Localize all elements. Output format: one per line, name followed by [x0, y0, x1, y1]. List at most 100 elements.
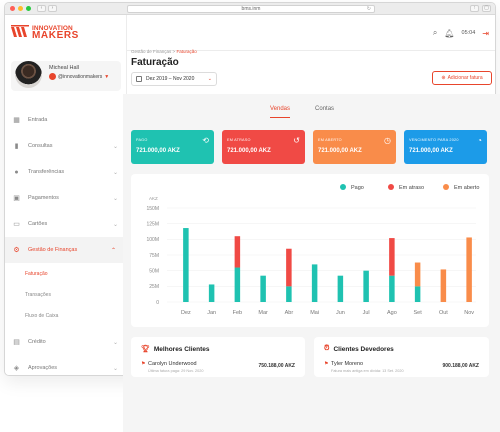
bar-segment [311, 264, 318, 302]
shield-icon: ◈ [13, 364, 20, 372]
logout-icon[interactable]: ⇥ [482, 28, 489, 38]
card-value: 721.000,00 AKZ [227, 148, 271, 154]
bar-segment [208, 284, 215, 302]
sales-bar-chart: Pago Em atraso Em aberto AKZ 150M 125M 100M 75M… [146, 184, 479, 316]
card-value: 721.000,00 AKZ [318, 148, 362, 154]
bar-segment [183, 228, 189, 302]
card-em-aberto[interactable]: EM ABERTO 721.000,00 AKZ ◷ [313, 130, 396, 164]
minimize-window-button[interactable] [18, 6, 23, 11]
brand-logo[interactable]: INNOVATION MAKERS [11, 25, 79, 41]
x-tick-label: Dez [181, 310, 191, 316]
instagram-icon [49, 73, 56, 80]
history-icon: ↺ [293, 136, 300, 145]
bell-icon[interactable]: 🔔︎ [444, 28, 455, 38]
trophy-icon: 🏆︎ [141, 346, 150, 353]
sidebar-item-cartoes[interactable]: ▭ Cartões ⌄ [5, 211, 127, 237]
reload-icon[interactable]: ↻ [366, 6, 371, 12]
back-icon[interactable]: ‹ [37, 5, 46, 12]
flag-icon: ⚑ [324, 361, 329, 367]
bar-segment [286, 248, 292, 287]
y-tick-label: 100M [146, 237, 159, 243]
submenu-item-fluxo-caixa[interactable]: Fluxo de Caixa [5, 305, 127, 326]
submenu-item-label: Faturação [25, 270, 48, 277]
card-pago[interactable]: PAGO 721.000,00 AKZ ⟲ [131, 130, 214, 164]
date-range-select[interactable]: Dez 2019 – Nov 2020 ⌄ [131, 72, 217, 86]
hand-coin-icon: ⟲ [202, 136, 209, 145]
bar-segment [363, 270, 369, 302]
top-bar: ⌕ 🔔︎ 05:04 ⇥ [127, 15, 495, 51]
chevron-down-icon: ⌄ [112, 339, 118, 346]
address-bar[interactable]: bms.inm ↻ [127, 5, 375, 13]
breadcrumb-current: Faturação [176, 49, 197, 54]
grid-icon: ▦ [13, 116, 20, 124]
x-tick-label: Nov [464, 310, 474, 316]
legend-label: Pago [351, 185, 364, 191]
add-invoice-label: Adicionar fatura [447, 75, 483, 81]
bar-segment [389, 275, 395, 302]
y-tick-label: 150M [146, 206, 159, 212]
sidebar-item-gestao-financas[interactable]: ⚙ Gestão de Finanças ⌃ [5, 237, 127, 263]
sidebar-item-credito[interactable]: ▤ Crédito ⌄ [5, 329, 127, 355]
user-name: Micheal Hall [49, 65, 79, 71]
sidebar-item-label: Transferências [28, 169, 65, 175]
list-item[interactable]: ⚑ Tyler Moreno Fatura mais antiga em dív… [324, 361, 481, 375]
credit-icon: ▤ [13, 338, 20, 346]
browser-toolbar: ‹ › bms.inm ↻ ↑ ▢ [5, 3, 495, 15]
tab-bar: Vendas Contas [270, 106, 334, 118]
close-window-button[interactable] [10, 6, 15, 11]
maximize-window-button[interactable] [26, 6, 31, 11]
client-subtitle: Última fatura paga: 29 Nov. 2020 [148, 369, 204, 373]
sidebar-item-transferencias[interactable]: ● Transferências ⌄ [5, 159, 127, 185]
submenu-item-label: Transações [25, 291, 51, 298]
summary-cards: PAGO 721.000,00 AKZ ⟲ EM ATRASO 721.000,… [131, 130, 487, 164]
tab-vendas[interactable]: Vendas [270, 106, 291, 118]
calendar-icon [136, 76, 142, 82]
x-tick-label: Out [439, 310, 448, 316]
chevron-down-icon: ⌄ [112, 365, 118, 372]
card-vencimento[interactable]: VENCIMENTO PARA 2020 721.000,00 AKZ ◔ [404, 130, 487, 164]
submenu-item-faturacao[interactable]: Faturação [5, 263, 127, 284]
add-invoice-button[interactable]: ⊕ Adicionar fatura [432, 71, 492, 85]
tab-contas[interactable]: Contas [315, 106, 335, 112]
sidebar-item-entrada[interactable]: ▦ Entrada [5, 107, 127, 133]
client-amount: 900.188,00 AKZ [442, 363, 479, 369]
x-tick-label: Ago [387, 310, 397, 316]
client-amount: 750.188,00 AKZ [258, 363, 295, 369]
breadcrumb-parent[interactable]: Gestão de Finanças [131, 49, 172, 54]
user-card[interactable]: Micheal Hall @innovationmakers ▼ [11, 61, 121, 91]
sidebar-item-aprovacoes[interactable]: ◈ Aprovações ⌄ [5, 355, 127, 375]
y-tick-label: 25M [149, 284, 159, 290]
bar-segment [337, 275, 344, 302]
bar-segment [234, 267, 241, 302]
bar-segment [389, 238, 395, 276]
sidebar-item-label: Gestão de Finanças [28, 247, 78, 253]
sidebar-item-consultas[interactable]: ▮ Consultas ⌄ [5, 133, 127, 159]
search-icon[interactable]: ⌕ [432, 28, 438, 37]
plus-icon: ⊕ [441, 75, 446, 81]
caret-down-icon[interactable]: ▼ [104, 73, 110, 80]
best-clients-heading: Melhores Clientes [153, 345, 210, 353]
x-tick-label: Jun [336, 310, 345, 316]
sidebar-item-label: Consultas [28, 143, 53, 149]
avatar [15, 61, 42, 88]
info-icon: ● [14, 168, 19, 176]
share-icon[interactable]: ↑ [470, 5, 479, 12]
submenu-item-transacoes[interactable]: Transações [5, 284, 127, 305]
date-range-value: Dez 2019 – Nov 2020 [146, 76, 195, 82]
legend-marker [443, 184, 449, 190]
list-item[interactable]: ⚑ Carolyn Underwood Última fatura paga: … [141, 361, 297, 375]
sidebar-item-label: Aprovações [28, 365, 58, 371]
legend-label: Em atraso [399, 185, 424, 191]
x-tick-label: Jan [207, 310, 216, 316]
forward-icon[interactable]: › [48, 5, 57, 12]
sidebar-item-label: Pagamentos [28, 195, 59, 201]
tabs-icon[interactable]: ▢ [482, 5, 491, 12]
sidebar-item-pagamentos[interactable]: ▣ Pagamentos ⌄ [5, 185, 127, 211]
y-tick-label: 75M [149, 253, 159, 259]
chevron-down-icon: ⌄ [112, 169, 118, 176]
best-clients-title: 🏆︎ Melhores Clientes [141, 345, 210, 354]
breadcrumb: Gestão de Finanças > Faturação [131, 49, 197, 54]
clock-check-icon: ◷ [384, 136, 391, 145]
card-em-atraso[interactable]: EM ATRASO 721.000,00 AKZ ↺ [222, 130, 305, 164]
chevron-down-icon: ⌄ [207, 76, 212, 82]
